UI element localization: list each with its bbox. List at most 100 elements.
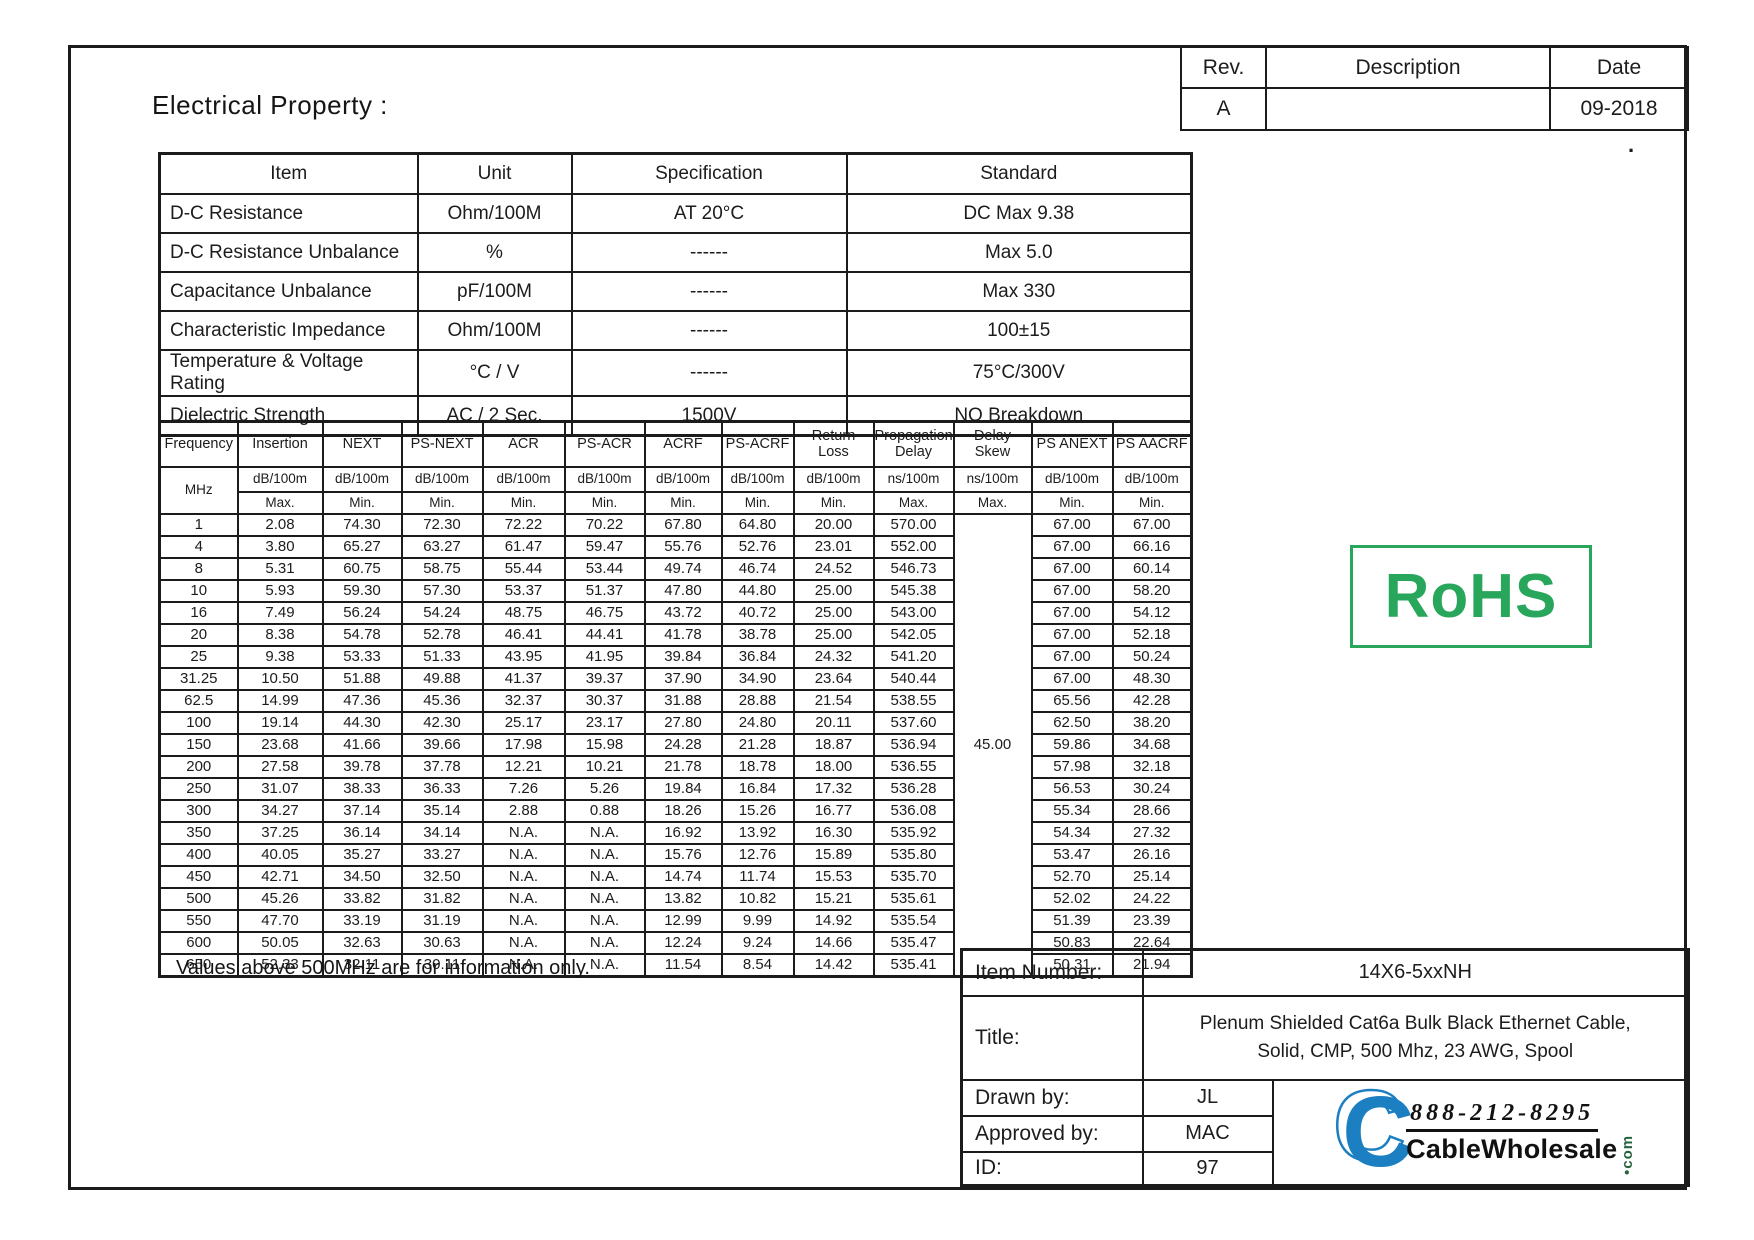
freq-col-name: NEXT [321, 420, 403, 468]
freq-data-cell: 67.00 [1030, 556, 1114, 581]
freq-data-cell: 25.17 [481, 710, 566, 735]
freq-col-name: Insertion [236, 420, 324, 468]
freq-data-cell: 44.30 [321, 710, 403, 735]
freq-data-cell: 2.08 [236, 512, 324, 537]
property-cell: D-C Resistance Unbalance [158, 232, 419, 273]
freq-data-cell: 67.00 [1030, 534, 1114, 559]
freq-data-cell: 18.78 [720, 754, 795, 779]
freq-data-cell: 16 [158, 600, 239, 625]
property-cell: D-C Resistance [158, 193, 419, 234]
freq-unit-mhz: MHz [158, 465, 239, 515]
rev-table: Rev. Description Date A 09-2018 [1180, 46, 1689, 131]
property-row: Characteristic Impedance Ohm/100M ------ 10… [158, 310, 1193, 351]
property-cell: pF/100M [416, 271, 573, 312]
freq-data-cell: 42.28 [1111, 688, 1193, 713]
freq-data-cell: 47.36 [321, 688, 403, 713]
freq-col-limit: Min. [1030, 490, 1114, 515]
freq-data-cell: 7.49 [236, 600, 324, 625]
item-number-value: 14X6-5xxNH [1141, 948, 1690, 997]
freq-data-cell: 23.64 [792, 666, 875, 691]
drawn-by-row: Drawn by: JL C C 888-212-8295 CableWhole… [960, 1075, 1690, 1187]
property-header-specification: Specification [570, 152, 848, 195]
freq-data-row: 150 23.68 41.66 39.66 17.98 15.98 24.28 21.28 18… [158, 732, 1193, 757]
freq-data-cell: 2.88 [481, 798, 566, 823]
freq-col-unit: dB/100m [321, 465, 403, 493]
logo-cell: C C 888-212-8295 CableWholesale •com [1271, 1075, 1690, 1187]
freq-col-unit: ns/100m [952, 465, 1033, 493]
property-row: Temperature & Voltage Rating °C / V ------… [158, 349, 1193, 397]
freq-data-cell: 20.00 [792, 512, 875, 537]
freq-col-name: PS-NEXT [400, 420, 484, 468]
freq-data-cell: 17.32 [792, 776, 875, 801]
freq-data-cell: 32.11 [321, 952, 403, 977]
freq-data-cell: N.A. [481, 908, 566, 933]
freq-header-units: MHz dB/100m dB/100m dB/100m dB/100m dB/100m dB… [158, 465, 1193, 515]
title-line-1: Plenum Shielded Cat6a Bulk Black Etherne… [1199, 1012, 1631, 1034]
freq-data-cell: 52.70 [1030, 864, 1114, 889]
freq-data-cell: N.A. [563, 952, 646, 977]
freq-data-cell: 36.33 [400, 776, 484, 801]
freq-data-cell: 540.44 [872, 666, 955, 691]
freq-data-cell: 25.00 [792, 600, 875, 625]
freq-data-cell: 650 [158, 952, 239, 977]
freq-data-cell: 35.27 [321, 842, 403, 867]
freq-data-cell: 23.39 [1111, 908, 1193, 933]
property-header-item: Item [158, 152, 419, 195]
property-cell: AT 20°C [570, 193, 848, 234]
freq-data-cell: 38.78 [720, 622, 795, 647]
freq-data-row: 200 27.58 39.78 37.78 12.21 10.21 21.78 18.78 18… [158, 754, 1193, 779]
title-block: Item Number: 14X6-5xxNH Title: Plenum Sh… [960, 948, 1691, 1187]
freq-data-cell: 31.25 [158, 666, 239, 691]
freq-col-limit: Max. [236, 490, 324, 515]
freq-col-limit: Min. [563, 490, 646, 515]
freq-data-cell: 23.01 [792, 534, 875, 559]
freq-data-cell: 37.90 [643, 666, 723, 691]
freq-data-cell: 27.32 [1111, 820, 1193, 845]
freq-data-cell: 12.76 [720, 842, 795, 867]
property-cell: Ohm/100M [416, 193, 573, 234]
property-header-unit: Unit [416, 152, 573, 195]
freq-data-cell: 18.00 [792, 754, 875, 779]
freq-data-cell: 53.37 [481, 578, 566, 603]
freq-data-cell: 35.14 [400, 798, 484, 823]
freq-data-cell: 39.78 [321, 754, 403, 779]
freq-data-cell: 67.80 [643, 512, 723, 537]
freq-data-cell: 39.37 [563, 666, 646, 691]
freq-data-cell: 34.68 [1111, 732, 1193, 757]
freq-data-cell: 535.47 [872, 930, 955, 955]
id-row: ID: 97 [960, 1150, 1689, 1187]
freq-data-cell: 14.66 [792, 930, 875, 955]
freq-data-cell: 15.76 [643, 842, 723, 867]
freq-data-cell: 552.00 [872, 534, 955, 559]
freq-col-unit: dB/100m [1030, 465, 1114, 493]
approved-by-label: Approved by: [960, 1114, 1144, 1153]
document-frame [68, 45, 1687, 1190]
property-cell: Temperature & Voltage Rating [158, 349, 419, 397]
freq-data-cell: 67.00 [1030, 666, 1114, 691]
rev-value: A [1180, 87, 1267, 131]
note-text: Values above 500MHz are for information … [176, 957, 590, 979]
approved-by-value: MAC [1141, 1114, 1274, 1153]
freq-data-cell: 24.32 [792, 644, 875, 669]
freq-data-cell: 58.20 [1111, 578, 1193, 603]
freq-data-cell: 67.00 [1030, 600, 1114, 625]
freq-data-cell: 41.95 [563, 644, 646, 669]
rohs-label: RoHS [1384, 562, 1558, 631]
freq-data-cell: 43.72 [643, 600, 723, 625]
freq-data-cell: 24.28 [643, 732, 723, 757]
freq-data-cell: 67.00 [1111, 512, 1193, 537]
freq-data-cell: 7.26 [481, 776, 566, 801]
freq-data-cell: 537.60 [872, 710, 955, 735]
freq-data-cell: 74.30 [321, 512, 403, 537]
stray-dot: . [1628, 132, 1635, 157]
freq-data-row: 450 42.71 34.50 32.50 N.A. N.A. 14.74 11.74 15.5… [158, 864, 1193, 889]
freq-col-name: PS-ACRF [720, 420, 795, 468]
freq-data-cell: 541.20 [872, 644, 955, 669]
freq-data-cell: 536.28 [872, 776, 955, 801]
freq-data-cell: 36.84 [720, 644, 795, 669]
freq-data-cell: 58.75 [400, 556, 484, 581]
logo-phone: 888-212-8295 [1406, 1100, 1599, 1132]
freq-data-cell: 55.44 [481, 556, 566, 581]
freq-data-row: 550 47.70 33.19 31.19 N.A. N.A. 12.99 9.99 14.92… [158, 908, 1193, 933]
